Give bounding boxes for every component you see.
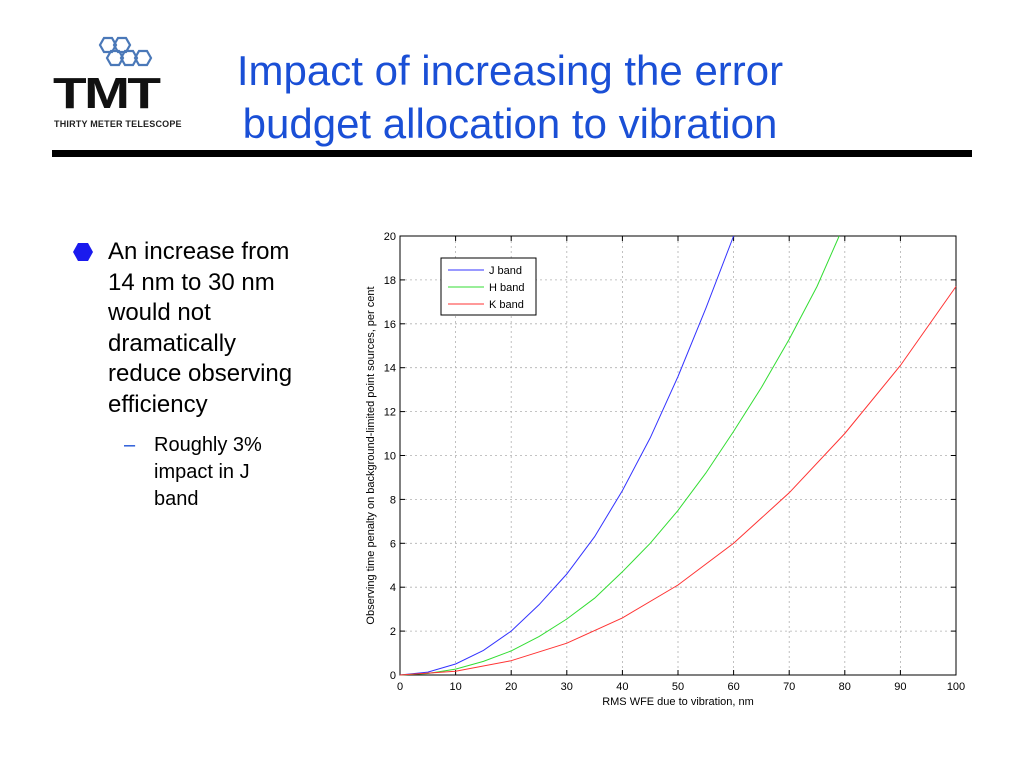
x-axis-label: RMS WFE due to vibration, nm [602, 696, 754, 708]
y-tick-label: 10 [384, 451, 396, 463]
sub-bullet-text: Roughly 3% impact in J band [154, 434, 262, 510]
bullet-item: An increase from 14 nm to 30 nm would no… [72, 237, 342, 420]
title-line-1: Impact of increasing the error [236, 47, 784, 94]
penalty-line-chart: 0 10 20 30 40 50 60 70 80 90 100 0 2 4 6 8 10 12 14 16 18 20 R… [365, 231, 965, 708]
sub-bullet-item: – Roughly 3% impact in J band [72, 432, 342, 513]
x-tick-label: 100 [947, 681, 965, 693]
bullet-text: An increase from 14 nm to 30 nm would no… [108, 238, 293, 418]
hexagon-bullet-icon [73, 243, 93, 261]
series-line [399, 286, 957, 676]
y-tick-label: 14 [384, 363, 396, 375]
title-line-2: budget allocation to vibration [242, 100, 778, 147]
title-divider [52, 150, 972, 157]
series-line [399, 235, 735, 676]
x-tick-label: 40 [616, 681, 628, 693]
x-tick-label: 50 [672, 681, 684, 693]
y-tick-label: 8 [390, 494, 396, 506]
y-tick-label: 16 [384, 319, 396, 331]
x-tick-label: 60 [727, 681, 739, 693]
y-tick-label: 2 [390, 626, 396, 638]
logo-mark: TMT [53, 69, 161, 118]
legend-label: H band [489, 282, 524, 294]
y-axis-label: Observing time penalty on background-lim… [365, 286, 377, 624]
x-tick-label: 90 [894, 681, 906, 693]
slide-title: Impact of increasing the error budget al… [200, 44, 820, 150]
x-tick-label: 0 [397, 681, 403, 693]
y-tick-label: 4 [390, 582, 396, 594]
bullet-list: An increase from 14 nm to 30 nm would no… [72, 237, 342, 513]
x-tick-label: 30 [561, 681, 573, 693]
x-tick-label: 80 [839, 681, 851, 693]
tmt-logo: TMT THIRTY METER TELESCOPE [50, 35, 200, 135]
legend-label: K band [489, 299, 524, 311]
x-tick-label: 70 [783, 681, 795, 693]
x-tick-label: 10 [449, 681, 461, 693]
y-tick-label: 12 [384, 407, 396, 419]
y-tick-label: 0 [390, 670, 396, 682]
y-tick-label: 20 [384, 231, 396, 243]
series-line [399, 235, 840, 676]
x-tick-label: 20 [505, 681, 517, 693]
y-tick-label: 6 [390, 538, 396, 550]
legend-label: J band [489, 265, 522, 277]
sub-bullet-marker: – [124, 434, 136, 456]
logo-subtitle: THIRTY METER TELESCOPE [54, 119, 182, 129]
y-tick-label: 18 [384, 275, 396, 287]
hexagon-cluster-icon [98, 36, 153, 67]
